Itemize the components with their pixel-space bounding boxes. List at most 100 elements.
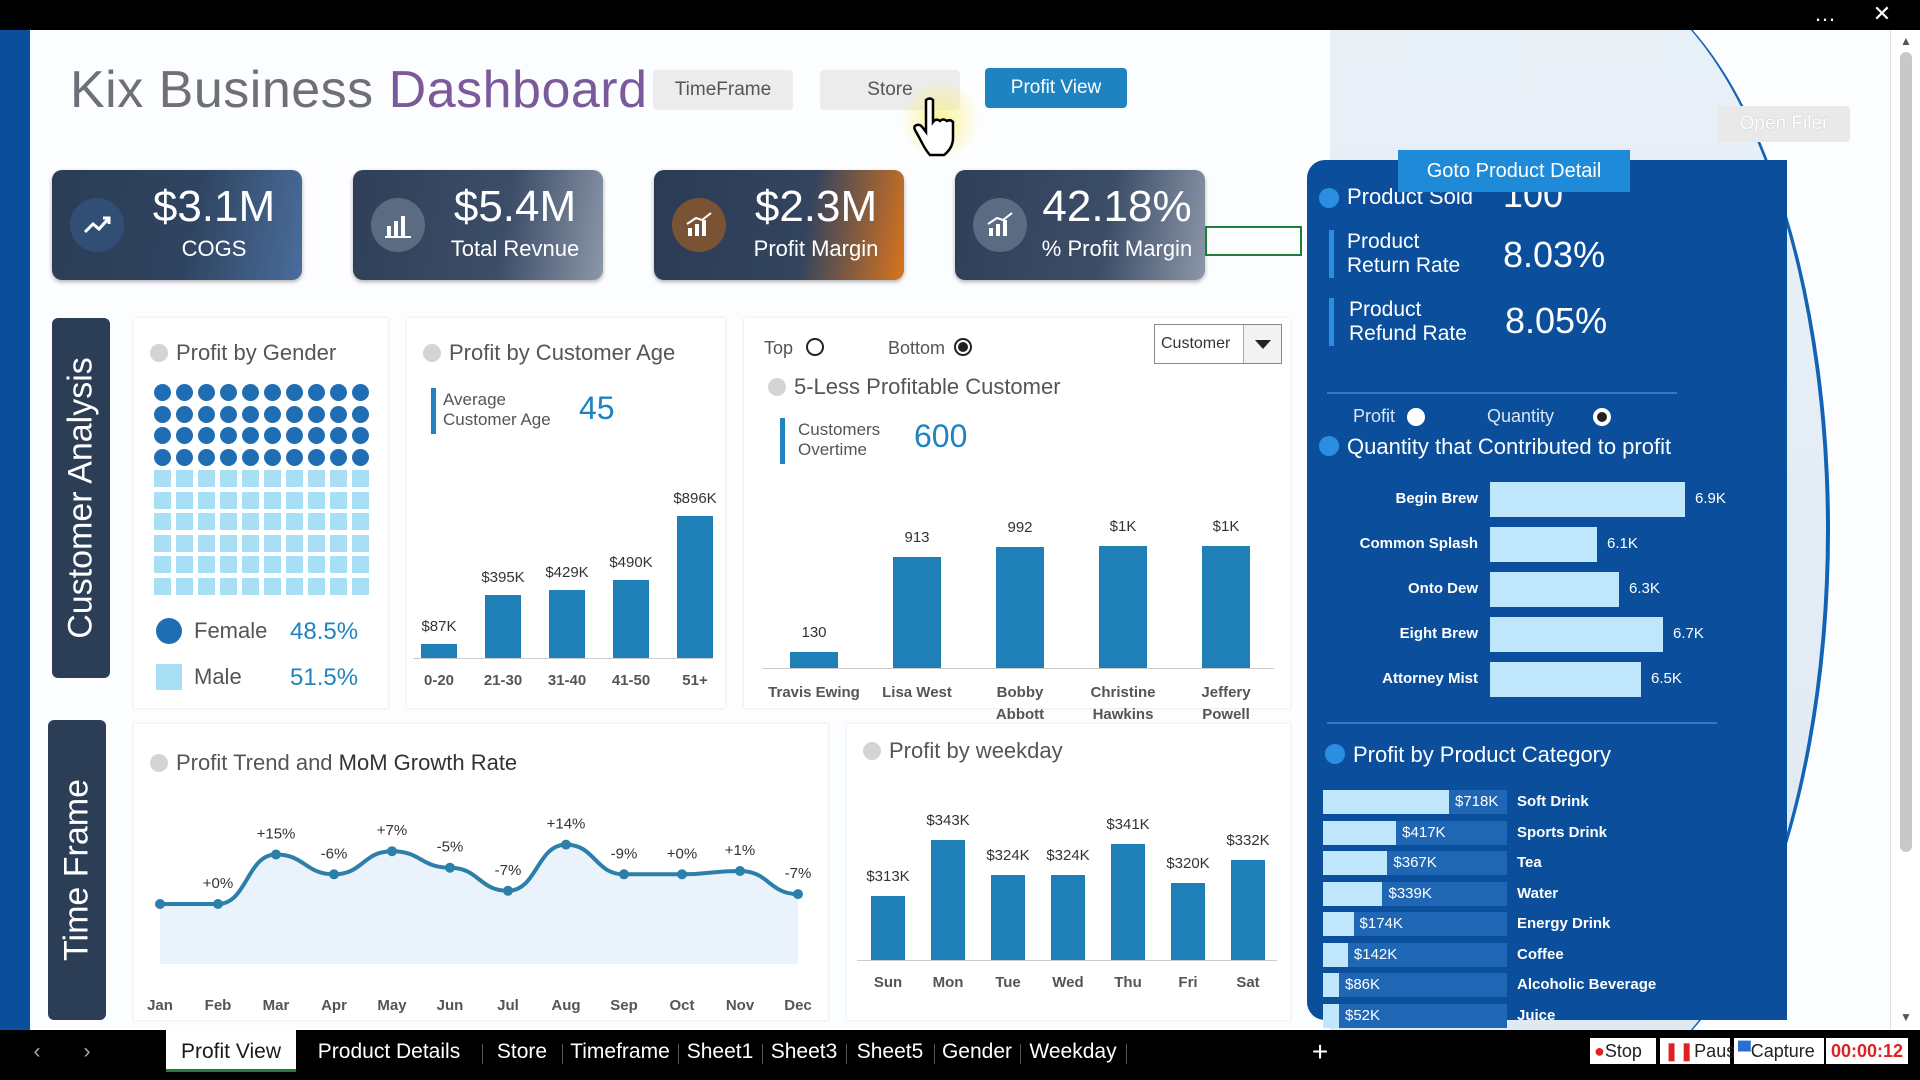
waffle-male-cell [176, 534, 193, 552]
category-bar [1323, 912, 1354, 936]
sheet-tab-product-details[interactable]: Product Details [317, 1040, 461, 1063]
quantity-toggle-radio[interactable] [1593, 408, 1611, 426]
waffle-male-cell [154, 556, 171, 573]
scroll-down-icon[interactable]: ▼ [1900, 1010, 1912, 1024]
weekday-bar-label: $313K [866, 867, 910, 885]
age-axis-label: 21-30 [483, 672, 523, 689]
customer-axis-line [762, 668, 1274, 669]
age-bar-label: $87K [421, 618, 457, 636]
category-bar [1323, 820, 1397, 845]
customer-bar-label: $1K [1212, 518, 1240, 535]
category-bar [1323, 851, 1388, 875]
waffle-female-cell [308, 427, 325, 444]
customer-bar [893, 556, 941, 668]
age-axis-label: 31-40 [547, 672, 587, 689]
tab-separator [934, 1044, 935, 1064]
chevron-left-icon[interactable]: ‹ [33, 1040, 41, 1063]
chevron-down-icon[interactable] [1243, 325, 1281, 363]
gender-title: Profit by Gender [150, 340, 336, 366]
age-bar [549, 590, 585, 658]
sheet-tab-profit-view[interactable]: Profit View [166, 1030, 296, 1072]
waffle-female-cell [308, 448, 325, 466]
scroll-thumb[interactable] [1900, 52, 1912, 852]
waffle-female-cell [242, 448, 259, 466]
age-bar-label: $429K [545, 564, 589, 581]
customer-bar [996, 546, 1044, 668]
chevron-right-icon[interactable]: › [83, 1040, 91, 1063]
gender-panel: Profit by Gender Female 48.5% Male 51.5% [134, 318, 388, 708]
timeframe-button[interactable]: TimeFrame [653, 70, 793, 110]
customer-bar-label: 913 [904, 528, 930, 546]
kpi-label: % Profit Margin [1041, 236, 1193, 261]
sheet-tab-weekday[interactable]: Weekday [1029, 1040, 1117, 1063]
waffle-male-cell [264, 491, 281, 509]
waffle-male-cell [220, 534, 237, 552]
quantity-value-label: 6.3K [1629, 580, 1660, 597]
profit-toggle-radio[interactable] [1407, 408, 1425, 426]
waffle-male-cell [330, 491, 347, 509]
sheet-tab-gender[interactable]: Gender [941, 1040, 1013, 1063]
waffle-female-cell [198, 427, 215, 444]
category-name-label: Alcoholic Beverage [1517, 976, 1657, 993]
kpi-margin-card: 42.18% % Profit Margin [955, 170, 1205, 280]
female-percent: 48.5% [290, 618, 359, 645]
trend-month-label: Jun [437, 997, 464, 1014]
waffle-male-cell [220, 556, 237, 573]
waffle-male-cell [176, 470, 193, 487]
waffle-male-cell [330, 577, 347, 595]
waffle-female-cell [242, 405, 259, 423]
waffle-female-cell [330, 405, 347, 423]
vertical-scrollbar[interactable]: ▲ ▼ [1890, 30, 1920, 1030]
bottom-radio[interactable] [954, 338, 972, 356]
left-accent-stripe [0, 30, 30, 1030]
customer-analysis-text: Customer Analysis [61, 357, 100, 639]
open-filer-button[interactable]: Open Filer [1718, 106, 1850, 142]
sheet-tab-timeframe[interactable]: Timeframe [570, 1040, 670, 1063]
selected-cell[interactable] [1205, 226, 1302, 256]
profit-view-button[interactable]: Profit View [985, 68, 1127, 108]
customer-axis-label: Travis Ewing [768, 684, 860, 701]
quantity-name-label: Eight Brew [1399, 625, 1478, 642]
waffle-male-cell [242, 556, 259, 573]
scroll-up-icon[interactable]: ▲ [1900, 34, 1912, 48]
waffle-male-cell [286, 556, 303, 573]
category-name-label: Soft Drink [1517, 793, 1589, 810]
trend-area [160, 844, 798, 964]
waffle-male-cell [264, 556, 281, 573]
add-sheet-icon[interactable]: + [1311, 1036, 1329, 1067]
sheet-tab-sheet5[interactable]: Sheet5 [856, 1040, 924, 1063]
waffle-female-cell [264, 427, 281, 444]
top-radio-label: Top [764, 338, 794, 358]
male-percent: 51.5% [290, 664, 359, 691]
pause-button[interactable]: ❚❚Pause [1660, 1038, 1745, 1064]
customer-dropdown[interactable]: Customer [1154, 324, 1282, 364]
avg-age-label: Average Customer Age [443, 390, 551, 429]
capture-button[interactable]: ▀Capture [1734, 1038, 1824, 1064]
age-bar [421, 644, 457, 658]
trend-month-label: Dec [784, 997, 812, 1014]
waffle-female-cell [286, 384, 303, 401]
waffle-male-cell [198, 470, 215, 487]
trend-month-label: Jul [497, 997, 519, 1014]
growth-chart-icon [672, 198, 726, 252]
more-options-icon[interactable]: … [1814, 1, 1836, 26]
quantity-bar [1490, 527, 1597, 562]
waffle-male-cell [286, 470, 303, 487]
weekday-bar [1111, 843, 1145, 960]
sheet-tab-sheet1[interactable]: Sheet1 [686, 1040, 754, 1063]
age-panel: Profit by Customer Age Average Customer A… [407, 318, 725, 708]
category-name-label: Sports Drink [1517, 823, 1608, 841]
waffle-female-cell [220, 384, 237, 401]
quantity-bar [1490, 662, 1641, 697]
page-title: Kix Business Dashboard [70, 60, 648, 120]
window-titlebar: … ✕ [0, 0, 1920, 30]
sheet-tab-sheet3[interactable]: Sheet3 [770, 1040, 838, 1063]
goto-product-detail-button[interactable]: Goto Product Detail [1398, 150, 1630, 192]
stop-button[interactable]: ●Stop [1590, 1038, 1656, 1064]
sheet-tab-store[interactable]: Store [496, 1040, 548, 1063]
top-radio[interactable] [806, 338, 824, 356]
customer-axis-label: Christine Hawkins [1090, 684, 1156, 723]
waffle-male-cell [176, 513, 193, 530]
close-icon[interactable]: ✕ [1872, 1, 1892, 26]
qty-title: Quantity that Contributed to profit [1347, 434, 1672, 459]
